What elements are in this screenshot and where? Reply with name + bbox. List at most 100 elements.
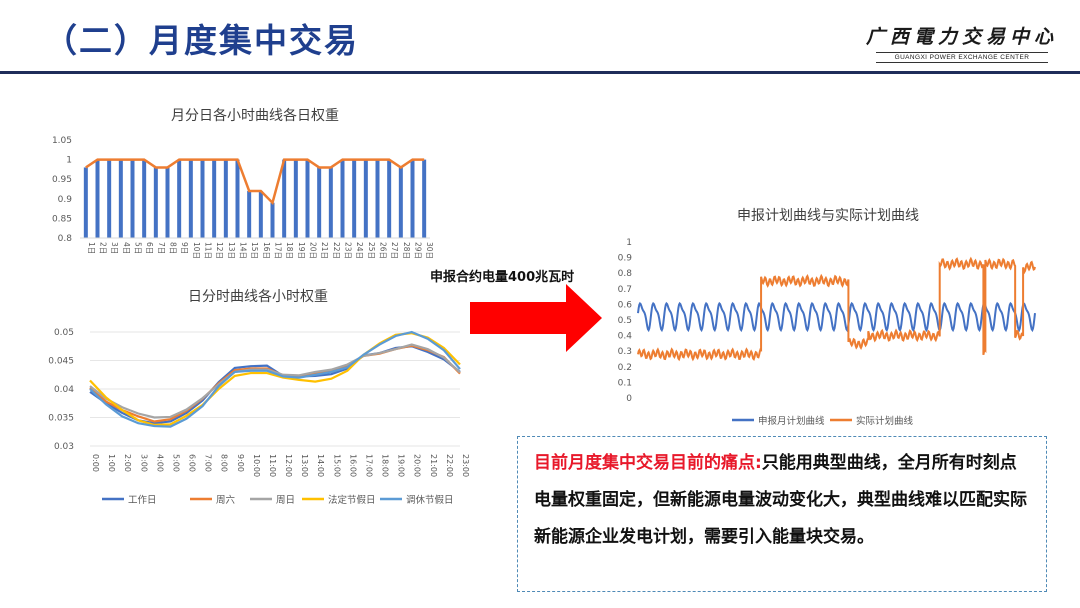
legend-label: 周日	[276, 495, 295, 506]
bar	[188, 159, 193, 238]
bar	[177, 159, 182, 238]
y-tick-label: 0.035	[48, 414, 74, 424]
chart-title: 申报计划曲线与实际计划曲线	[737, 208, 919, 224]
bar	[282, 159, 287, 238]
legend-label: 法定节假日	[328, 494, 376, 506]
y-tick-label: 0.8	[58, 234, 73, 244]
bar	[363, 159, 368, 238]
x-tick-label: 1日	[87, 242, 96, 254]
weight-line	[85, 158, 425, 206]
bar	[258, 190, 263, 238]
legend-label: 申报月计划曲线	[758, 415, 825, 427]
bar	[317, 167, 322, 238]
x-tick-label: 17日	[274, 242, 283, 259]
chart-title: 日分时曲线各小时权重	[188, 289, 328, 305]
bar	[387, 159, 392, 238]
x-tick-label: 6:00	[188, 454, 197, 472]
y-tick-label: 0.9	[58, 195, 73, 205]
x-tick-label: 21:00	[429, 454, 438, 477]
x-tick-label: 19日	[297, 242, 306, 259]
bar	[293, 159, 298, 238]
series-line	[89, 330, 461, 428]
x-tick-label: 2:00	[123, 454, 132, 472]
bar	[95, 159, 100, 238]
x-tick-label: 4:00	[155, 454, 164, 472]
x-tick-label: 8:00	[220, 454, 229, 472]
x-tick-label: 9:00	[236, 454, 245, 472]
x-tick-label: 25日	[367, 242, 376, 259]
bar	[422, 159, 427, 238]
x-tick-label: 19:00	[397, 454, 406, 477]
x-tick-label: 30日	[425, 242, 434, 259]
x-tick-label: 0:00	[91, 454, 100, 472]
bar	[142, 159, 147, 238]
x-tick-label: 27日	[390, 242, 399, 259]
y-tick-label: 0.04	[54, 385, 74, 395]
bar	[107, 159, 112, 238]
bar	[118, 159, 123, 238]
chart-daily-weight: 月分日各小时曲线各日权重 0.8 0.85 0.9 0.95 1 1.05 1日 2日 3日 4日 5…	[52, 108, 434, 259]
bar	[200, 159, 205, 238]
x-tick-label: 11日	[204, 242, 213, 259]
series-line-actual	[637, 256, 1036, 362]
y-tick-label: 0.5	[618, 316, 632, 326]
logo-text-en: GUANGXI POWER EXCHANGE CENTER	[876, 52, 1048, 63]
y-tick-label: 0.85	[52, 214, 72, 224]
x-tick-label: 10日	[192, 242, 201, 259]
x-tick-label: 9日	[180, 242, 189, 254]
y-tick-label: 0.8	[618, 269, 633, 279]
x-tick-label: 20日	[309, 242, 318, 259]
y-tick-label: 0	[626, 394, 632, 404]
x-tick-label: 3日	[110, 242, 119, 254]
x-tick-label: 16日	[262, 242, 271, 259]
series-line-declared	[637, 301, 1036, 333]
logo: 广西電力交易中心 GUANGXI POWER EXCHANGE CENTER	[862, 24, 1062, 68]
x-tick-label: 5日	[134, 242, 143, 254]
x-tick-label: 18:00	[381, 454, 390, 477]
x-tick-label: 23日	[344, 242, 353, 259]
bar	[340, 159, 345, 238]
y-tick-label: 0.05	[54, 328, 74, 338]
chart-hourly-weight: 日分时曲线各小时权重 0.03 0.035 0.04 0.045 0.05 0:00 1:00…	[48, 289, 470, 506]
y-tick-label: 0.95	[52, 175, 72, 185]
x-tick-label: 22:00	[445, 454, 454, 477]
x-tick-label: 16:00	[348, 454, 357, 477]
x-tick-label: 29日	[414, 242, 423, 259]
callout-highlight: 目前月度集中交易目前的痛点:	[534, 453, 762, 473]
x-tick-label: 12日	[215, 242, 224, 259]
chart-title: 月分日各小时曲线各日权重	[171, 108, 339, 124]
x-tick-label: 20:00	[413, 454, 422, 477]
y-tick-label: 1.05	[52, 136, 72, 146]
bar	[165, 167, 170, 238]
arrow-label: 申报合约电量400兆瓦时	[430, 270, 575, 285]
y-tick-label: 1	[66, 156, 72, 166]
bar	[83, 167, 88, 238]
x-tick-label: 28日	[402, 242, 411, 259]
x-tick-label: 18日	[285, 242, 294, 259]
bar	[223, 159, 228, 238]
callout-body: 只能用典型曲线，全月所有时刻点电量权重固定，但新能源电量波动变化大，典型曲线难以…	[534, 453, 1027, 547]
x-tick-label: 6日	[145, 242, 154, 254]
x-tick-label: 12:00	[284, 454, 293, 477]
x-tick-label: 13日	[227, 242, 236, 259]
logo-text-cn: 广西電力交易中心	[865, 26, 1058, 48]
x-tick-label: 1:00	[107, 454, 116, 472]
series-line	[89, 344, 461, 423]
x-tick-label: 10:00	[252, 454, 261, 477]
y-tick-label: 0.1	[618, 378, 632, 388]
series-line	[89, 345, 461, 425]
x-tick-label: 7日	[157, 242, 166, 254]
x-tick-label: 4日	[122, 242, 131, 254]
bar	[247, 190, 252, 238]
x-tick-label: 2日	[99, 242, 108, 254]
series-line	[89, 343, 461, 419]
x-tick-label: 17:00	[364, 454, 373, 477]
y-tick-label: 0.2	[618, 363, 632, 373]
y-tick-label: 0.9	[618, 254, 633, 264]
bar	[305, 159, 310, 238]
bar	[153, 167, 158, 238]
bar	[130, 159, 135, 238]
x-tick-label: 5:00	[171, 454, 180, 472]
x-tick-label: 3:00	[139, 454, 148, 472]
bar	[410, 159, 415, 238]
